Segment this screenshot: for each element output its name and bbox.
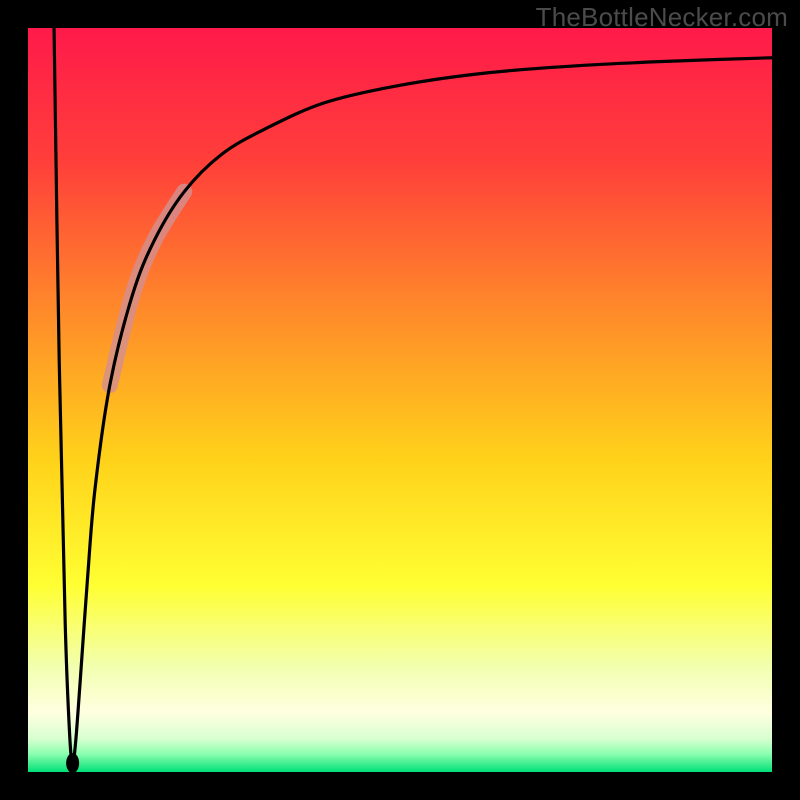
chart-stage: TheBottleNecker.com (0, 0, 800, 800)
watermark-text: TheBottleNecker.com (536, 2, 788, 33)
plot-area-gradient (28, 28, 772, 772)
chart-svg (0, 0, 800, 800)
curve-dip-marker (66, 753, 79, 773)
